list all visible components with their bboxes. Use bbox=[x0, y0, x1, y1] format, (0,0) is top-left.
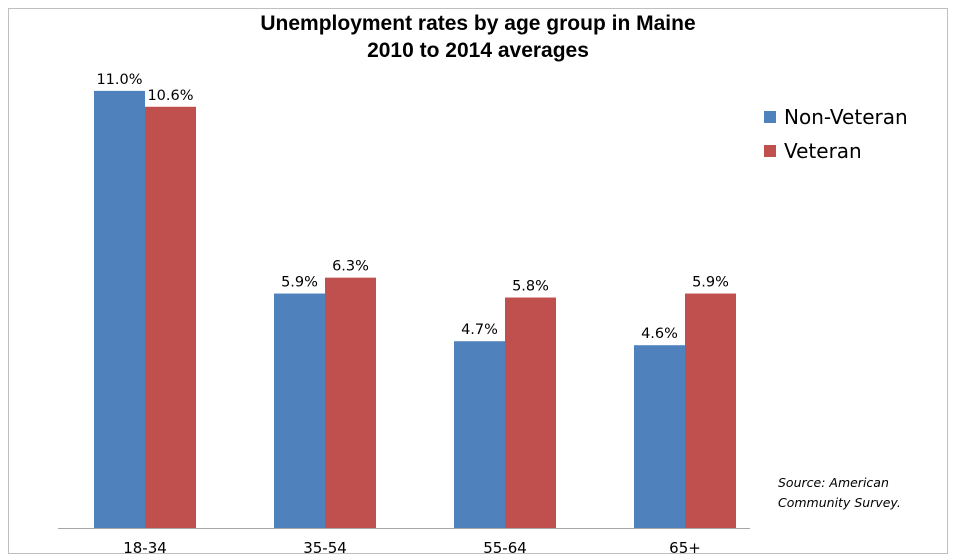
bar-veteran-55-64 bbox=[505, 297, 556, 528]
data-label-non-veteran-65: 4.6% bbox=[641, 326, 678, 342]
x-tick-label-55-64: 55-64 bbox=[483, 539, 527, 557]
bar-veteran-65 bbox=[685, 293, 736, 528]
legend-swatch-non-veteran bbox=[764, 111, 776, 123]
data-label-non-veteran-35-54: 5.9% bbox=[281, 275, 318, 291]
data-label-non-veteran-18-34: 11.0% bbox=[96, 72, 142, 88]
chart-title: Unemployment rates by age group in Maine… bbox=[0, 10, 956, 64]
legend-item-non-veteran: Non-Veteran bbox=[764, 100, 908, 134]
source-line-2: Community Survey. bbox=[778, 495, 901, 510]
legend-swatch-veteran bbox=[764, 145, 776, 157]
bar-veteran-35-54 bbox=[325, 277, 376, 528]
x-tick-label-35-54: 35-54 bbox=[303, 539, 347, 557]
bar-veteran-18-34 bbox=[145, 106, 196, 528]
legend-label-veteran: Veteran bbox=[784, 139, 862, 163]
bar-non-veteran-55-64 bbox=[454, 341, 505, 528]
chart-title-line-2: 2010 to 2014 averages bbox=[367, 39, 589, 62]
x-tick-label-18-34: 18-34 bbox=[123, 539, 167, 557]
data-label-non-veteran-55-64: 4.7% bbox=[461, 322, 498, 338]
bar-non-veteran-65 bbox=[634, 345, 685, 528]
chart-title-line-1: Unemployment rates by age group in Maine bbox=[260, 12, 696, 35]
legend: Non-Veteran Veteran bbox=[764, 100, 908, 168]
bar-non-veteran-35-54 bbox=[274, 293, 325, 528]
source-line-1: Source: American bbox=[778, 475, 889, 490]
x-tick-label-65: 65+ bbox=[669, 539, 701, 557]
data-label-veteran-18-34: 10.6% bbox=[147, 88, 193, 104]
bar-non-veteran-18-34 bbox=[94, 90, 145, 528]
source-note: Source: American Community Survey. bbox=[778, 473, 901, 513]
data-label-veteran-35-54: 6.3% bbox=[332, 259, 369, 275]
data-label-veteran-65: 5.9% bbox=[692, 275, 729, 291]
legend-item-veteran: Veteran bbox=[764, 134, 908, 168]
legend-label-non-veteran: Non-Veteran bbox=[784, 105, 908, 129]
data-label-veteran-55-64: 5.8% bbox=[512, 279, 549, 295]
